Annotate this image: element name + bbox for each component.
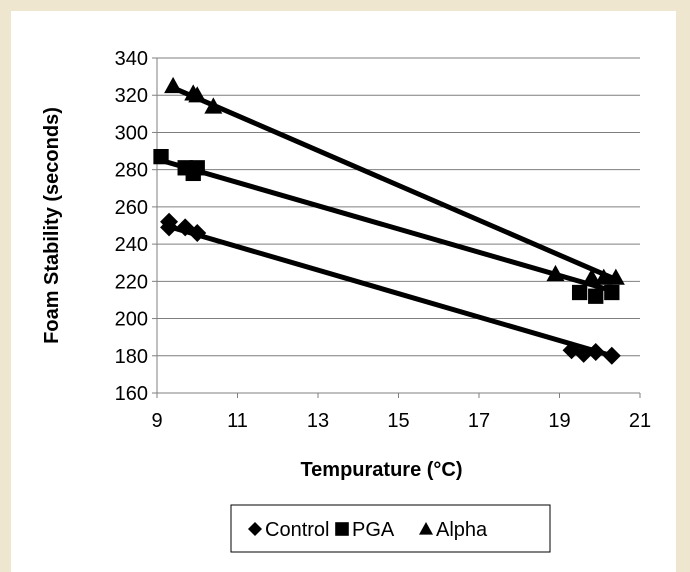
- axes: [152, 57, 641, 398]
- legend: Control PGA Alpha: [230, 504, 551, 553]
- point-pga: [571, 284, 588, 301]
- legend-label-alpha: Alpha: [436, 519, 488, 541]
- point-control: [160, 218, 179, 237]
- scatter-chart: 160 180 200 220 240 260 280 300 320 340 9 11 13 15 17 1…: [41, 48, 652, 553]
- point-alpha: [582, 268, 601, 285]
- point-control: [574, 344, 593, 363]
- gridlines: [157, 57, 640, 394]
- y-tick-label: 220: [115, 271, 148, 293]
- legend-label-pga: PGA: [352, 519, 395, 541]
- y-tick-label: 320: [115, 85, 148, 107]
- legend-marker-control: [248, 522, 262, 536]
- y-tick-label: 260: [115, 197, 148, 219]
- point-pga: [153, 148, 169, 165]
- x-tick-label: 19: [548, 410, 570, 432]
- point-alpha: [546, 264, 565, 282]
- x-tick-label: 9: [151, 410, 162, 432]
- point-alpha: [606, 268, 625, 285]
- x-tick-label: 11: [227, 410, 248, 432]
- point-pga: [588, 288, 604, 304]
- tick-labels: 160 180 200 220 240 260 280 300 320 340 9 11 13 15 17 1…: [115, 48, 652, 432]
- y-tick-label: 200: [115, 309, 148, 331]
- data-points: [153, 76, 625, 365]
- trendlines: [158, 85, 619, 359]
- trendline-control: [162, 223, 615, 359]
- x-tick-label: 15: [387, 410, 409, 432]
- y-tick-label: 240: [115, 234, 148, 256]
- point-control: [586, 343, 605, 362]
- x-tick-label: 13: [307, 410, 329, 432]
- point-control: [602, 346, 621, 365]
- legend-items: Control PGA Alpha: [248, 519, 488, 541]
- trendline-alpha: [170, 85, 619, 282]
- trendline-pga: [158, 157, 615, 294]
- point-alpha: [594, 268, 613, 285]
- y-axis-title: Foam Stability (seconds): [41, 107, 63, 344]
- x-axis-title: Tempurature (°C): [300, 459, 462, 481]
- y-tick-label: 300: [115, 122, 148, 144]
- y-tick-label: 340: [115, 48, 148, 70]
- point-alpha: [164, 76, 183, 94]
- chart-area: 160 180 200 220 240 260 280 300 320 340 9 11 13 15 17 1…: [11, 11, 676, 572]
- y-tick-label: 180: [115, 346, 148, 368]
- legend-border: [230, 504, 551, 553]
- point-control: [188, 223, 207, 242]
- point-pga: [604, 284, 620, 301]
- y-tick-label: 280: [115, 160, 148, 182]
- legend-label-control: Control: [265, 519, 329, 541]
- legend-marker-alpha: [419, 522, 433, 535]
- point-alpha: [188, 86, 207, 103]
- point-pga: [189, 160, 205, 176]
- x-tick-label: 17: [468, 410, 490, 432]
- legend-marker-pga: [335, 522, 349, 536]
- y-tick-label: 160: [115, 383, 148, 405]
- point-alpha: [204, 97, 223, 114]
- x-tick-label: 21: [629, 410, 651, 432]
